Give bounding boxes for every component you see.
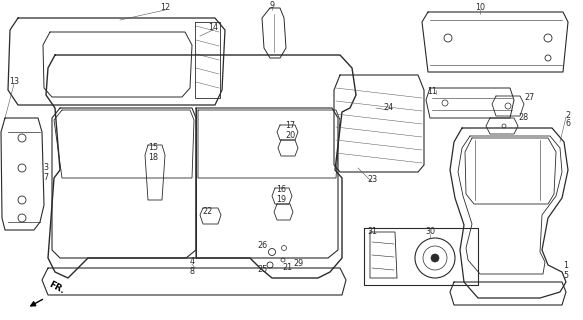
Text: 6: 6 <box>566 119 571 129</box>
Text: 8: 8 <box>189 268 195 276</box>
Circle shape <box>18 196 26 204</box>
Text: 26: 26 <box>258 242 268 251</box>
Text: 27: 27 <box>524 93 534 102</box>
Text: 31: 31 <box>367 228 377 236</box>
Text: 12: 12 <box>160 4 170 12</box>
Circle shape <box>444 34 452 42</box>
Text: 17: 17 <box>285 122 295 131</box>
Text: 16: 16 <box>276 186 286 195</box>
Text: FR.: FR. <box>47 280 66 296</box>
Text: 2: 2 <box>566 110 571 119</box>
Text: 5: 5 <box>563 270 568 279</box>
Circle shape <box>282 245 286 251</box>
Text: 29: 29 <box>293 259 303 268</box>
Text: 25: 25 <box>258 266 268 275</box>
Circle shape <box>267 262 273 268</box>
Text: 10: 10 <box>475 4 485 12</box>
Circle shape <box>545 55 551 61</box>
Circle shape <box>18 134 26 142</box>
Text: 3: 3 <box>44 164 48 172</box>
Text: 13: 13 <box>9 77 19 86</box>
Text: 11: 11 <box>427 87 437 97</box>
Circle shape <box>415 238 455 278</box>
Text: 18: 18 <box>148 154 158 163</box>
Text: 20: 20 <box>285 132 295 140</box>
Text: 1: 1 <box>564 260 568 269</box>
Circle shape <box>442 100 448 106</box>
Circle shape <box>431 254 439 262</box>
Text: 23: 23 <box>367 175 377 185</box>
Text: 19: 19 <box>276 196 286 204</box>
Circle shape <box>281 258 285 262</box>
Text: 28: 28 <box>518 114 528 123</box>
Text: 22: 22 <box>202 207 212 217</box>
Circle shape <box>423 246 447 270</box>
Circle shape <box>502 124 506 128</box>
Text: 24: 24 <box>383 103 393 113</box>
Text: 7: 7 <box>44 173 48 182</box>
Circle shape <box>544 34 552 42</box>
Text: 4: 4 <box>189 258 195 267</box>
Text: 21: 21 <box>282 263 292 273</box>
Text: 30: 30 <box>425 228 435 236</box>
Circle shape <box>269 249 276 255</box>
Circle shape <box>18 214 26 222</box>
Circle shape <box>18 164 26 172</box>
Circle shape <box>505 103 511 109</box>
Text: 9: 9 <box>269 1 275 10</box>
Text: 14: 14 <box>208 23 218 33</box>
Text: 15: 15 <box>148 143 158 153</box>
